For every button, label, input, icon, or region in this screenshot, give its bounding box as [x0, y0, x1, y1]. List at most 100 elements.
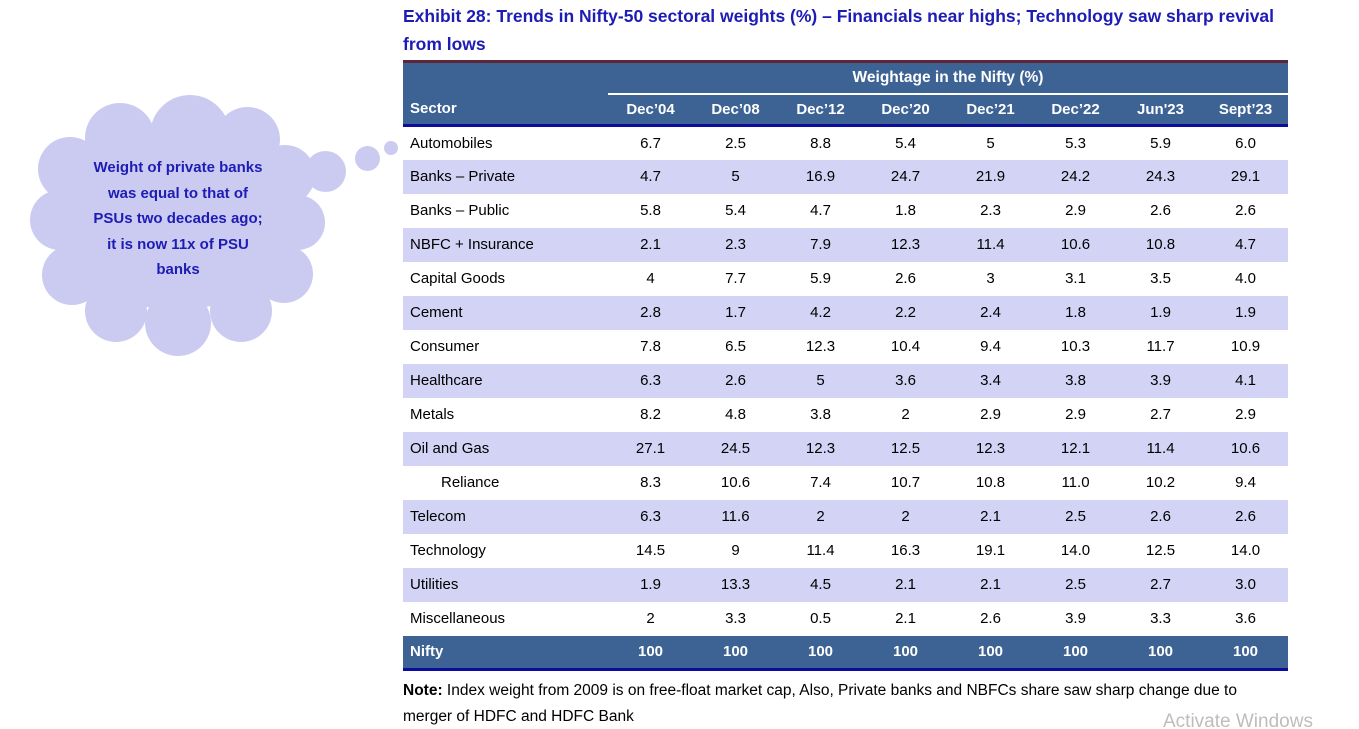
value-cell: 11.4 — [1146, 440, 1175, 457]
value-cell: 19.1 — [975, 542, 1006, 559]
sector-cell: Banks – Public — [410, 202, 510, 219]
sector-cell: Healthcare — [410, 372, 483, 389]
value-cell: 2 — [816, 508, 825, 525]
column-header-2: Dec’08 — [693, 93, 778, 127]
exhibit-title: Exhibit 28: Trends in Nifty-50 sectoral … — [403, 6, 1275, 54]
value-cell: 13.3 — [720, 576, 751, 593]
table-row: Consumer 7.8 6.5 12.3 10.4 9.4 10.3 11.7 10.9 — [403, 330, 1288, 364]
value-cell: 2.1 — [980, 508, 1001, 525]
table-row: Metals 8.2 4.8 3.8 2 2.9 2.9 2.7 2.9 — [403, 398, 1288, 432]
table-row: NBFC + Insurance 2.1 2.3 7.9 12.3 11.4 10.6 10.… — [403, 227, 1288, 262]
value-cell: 1.8 — [1065, 304, 1086, 321]
sector-cell: NBFC + Insurance — [410, 236, 534, 253]
table-row: Miscellaneous 2 3.3 0.5 2.1 2.6 3.9 3.3 3.6 — [403, 602, 1288, 636]
table-row: Technology 14.5 9 11.4 16.3 19.1 14.0 12.5 14.0 — [403, 534, 1288, 568]
value-cell: 7.8 — [640, 338, 661, 355]
value-cell: 2.7 — [1150, 576, 1171, 593]
value-cell: 11.4 — [806, 542, 835, 559]
value-cell: 12.1 — [1060, 440, 1091, 457]
total-value-cell: 100 — [863, 635, 948, 671]
footnote: Note: Index weight from 2009 is on free-… — [403, 678, 1261, 729]
value-cell: 3.4 — [980, 372, 1001, 389]
value-cell: 27.1 — [635, 440, 666, 457]
value-cell: 3.3 — [725, 610, 746, 627]
total-value-cell: 100 — [948, 635, 1033, 671]
sector-cell: Utilities — [410, 576, 459, 593]
footnote-text: Index weight from 2009 is on free-float … — [403, 682, 1237, 725]
value-cell: 2 — [901, 508, 910, 525]
value-cell: 1.7 — [725, 304, 746, 321]
value-cell: 29.1 — [1230, 168, 1261, 185]
value-cell: 24.2 — [1060, 168, 1091, 185]
value-cell: 5 — [816, 372, 825, 389]
value-cell: 5 — [731, 168, 740, 185]
value-cell: 24.5 — [720, 440, 751, 457]
value-cell: 3.9 — [1065, 610, 1086, 627]
value-cell: 2.6 — [1150, 508, 1171, 525]
value-cell: 10.2 — [1145, 474, 1176, 491]
total-value-cell: 100 — [1033, 635, 1118, 671]
thought-dot-large — [305, 151, 346, 192]
value-cell: 8.2 — [640, 406, 661, 423]
value-cell: 12.3 — [805, 338, 836, 355]
value-cell: 12.3 — [890, 236, 921, 253]
value-cell: 3.8 — [1065, 372, 1086, 389]
value-cell: 10.6 — [1230, 440, 1261, 457]
value-cell: 10.8 — [1145, 236, 1176, 253]
value-cell: 4.8 — [725, 406, 746, 423]
sector-cell: Telecom — [410, 508, 466, 525]
value-cell: 2.1 — [980, 576, 1001, 593]
value-cell: 2.6 — [725, 372, 746, 389]
sector-weights-table: Weightage in the Nifty (%) Sector Dec’04… — [403, 60, 1288, 671]
value-cell: 2 — [901, 406, 910, 423]
value-cell: 4.0 — [1235, 270, 1256, 287]
value-cell: 6.7 — [640, 134, 661, 152]
value-cell: 2.1 — [895, 576, 916, 593]
value-cell: 2.5 — [1065, 576, 1086, 593]
value-cell: 3.5 — [1150, 270, 1171, 287]
value-cell: 11.0 — [1061, 474, 1090, 491]
value-cell: 4.7 — [810, 202, 831, 219]
value-cell: 2.1 — [640, 236, 661, 253]
column-header-sector: Sector — [403, 93, 608, 127]
sector-cell: Capital Goods — [410, 270, 506, 287]
group-header-row: Weightage in the Nifty (%) — [403, 61, 1288, 95]
table-row: Reliance 8.3 10.6 7.4 10.7 10.8 11.0 10.2 9.4 — [403, 466, 1288, 500]
value-cell: 14.5 — [635, 542, 666, 559]
value-cell: 7.4 — [810, 474, 831, 491]
value-cell: 2.3 — [725, 236, 746, 253]
value-cell: 12.3 — [805, 440, 836, 457]
header-corner-cell — [403, 61, 608, 94]
value-cell: 3 — [986, 270, 995, 287]
sector-cell: Metals — [410, 406, 455, 423]
sector-cell: Cement — [410, 304, 463, 321]
value-cell: 2.4 — [980, 304, 1001, 321]
value-cell: 2.6 — [1235, 508, 1256, 525]
total-row: Nifty 100 100 100 100 100 100 100 100 — [403, 635, 1288, 671]
value-cell: 3.6 — [1235, 610, 1256, 627]
value-cell: 5.4 — [895, 134, 916, 152]
value-cell: 5.4 — [725, 202, 746, 219]
value-cell: 11.7 — [1146, 338, 1175, 355]
sector-cell: Miscellaneous — [410, 610, 506, 627]
value-cell: 10.8 — [975, 474, 1006, 491]
value-cell: 2.5 — [725, 134, 746, 152]
table-row: Healthcare 6.3 2.6 5 3.6 3.4 3.8 3.9 4.1 — [403, 363, 1288, 398]
value-cell: 2.6 — [1235, 202, 1256, 219]
value-cell: 1.9 — [640, 576, 661, 593]
value-cell: 2.5 — [1065, 508, 1086, 525]
value-cell: 12.3 — [975, 440, 1006, 457]
total-value-cell: 100 — [778, 635, 863, 671]
value-cell: 9 — [731, 542, 740, 559]
value-cell: 2.9 — [980, 406, 1001, 423]
value-cell: 2.8 — [640, 304, 661, 321]
value-cell: 5 — [986, 134, 995, 152]
value-cell: 11.4 — [976, 236, 1005, 253]
table-row: Cement 2.8 1.7 4.2 2.2 2.4 1.8 1.9 1.9 — [403, 295, 1288, 330]
value-cell: 4.1 — [1235, 372, 1256, 389]
value-cell: 2.6 — [980, 610, 1001, 627]
sector-cell: Oil and Gas — [410, 440, 490, 457]
total-value-cell: 100 — [1118, 635, 1203, 671]
value-cell: 8.8 — [810, 134, 831, 152]
activate-windows-watermark: Activate Windows — [1163, 711, 1313, 729]
